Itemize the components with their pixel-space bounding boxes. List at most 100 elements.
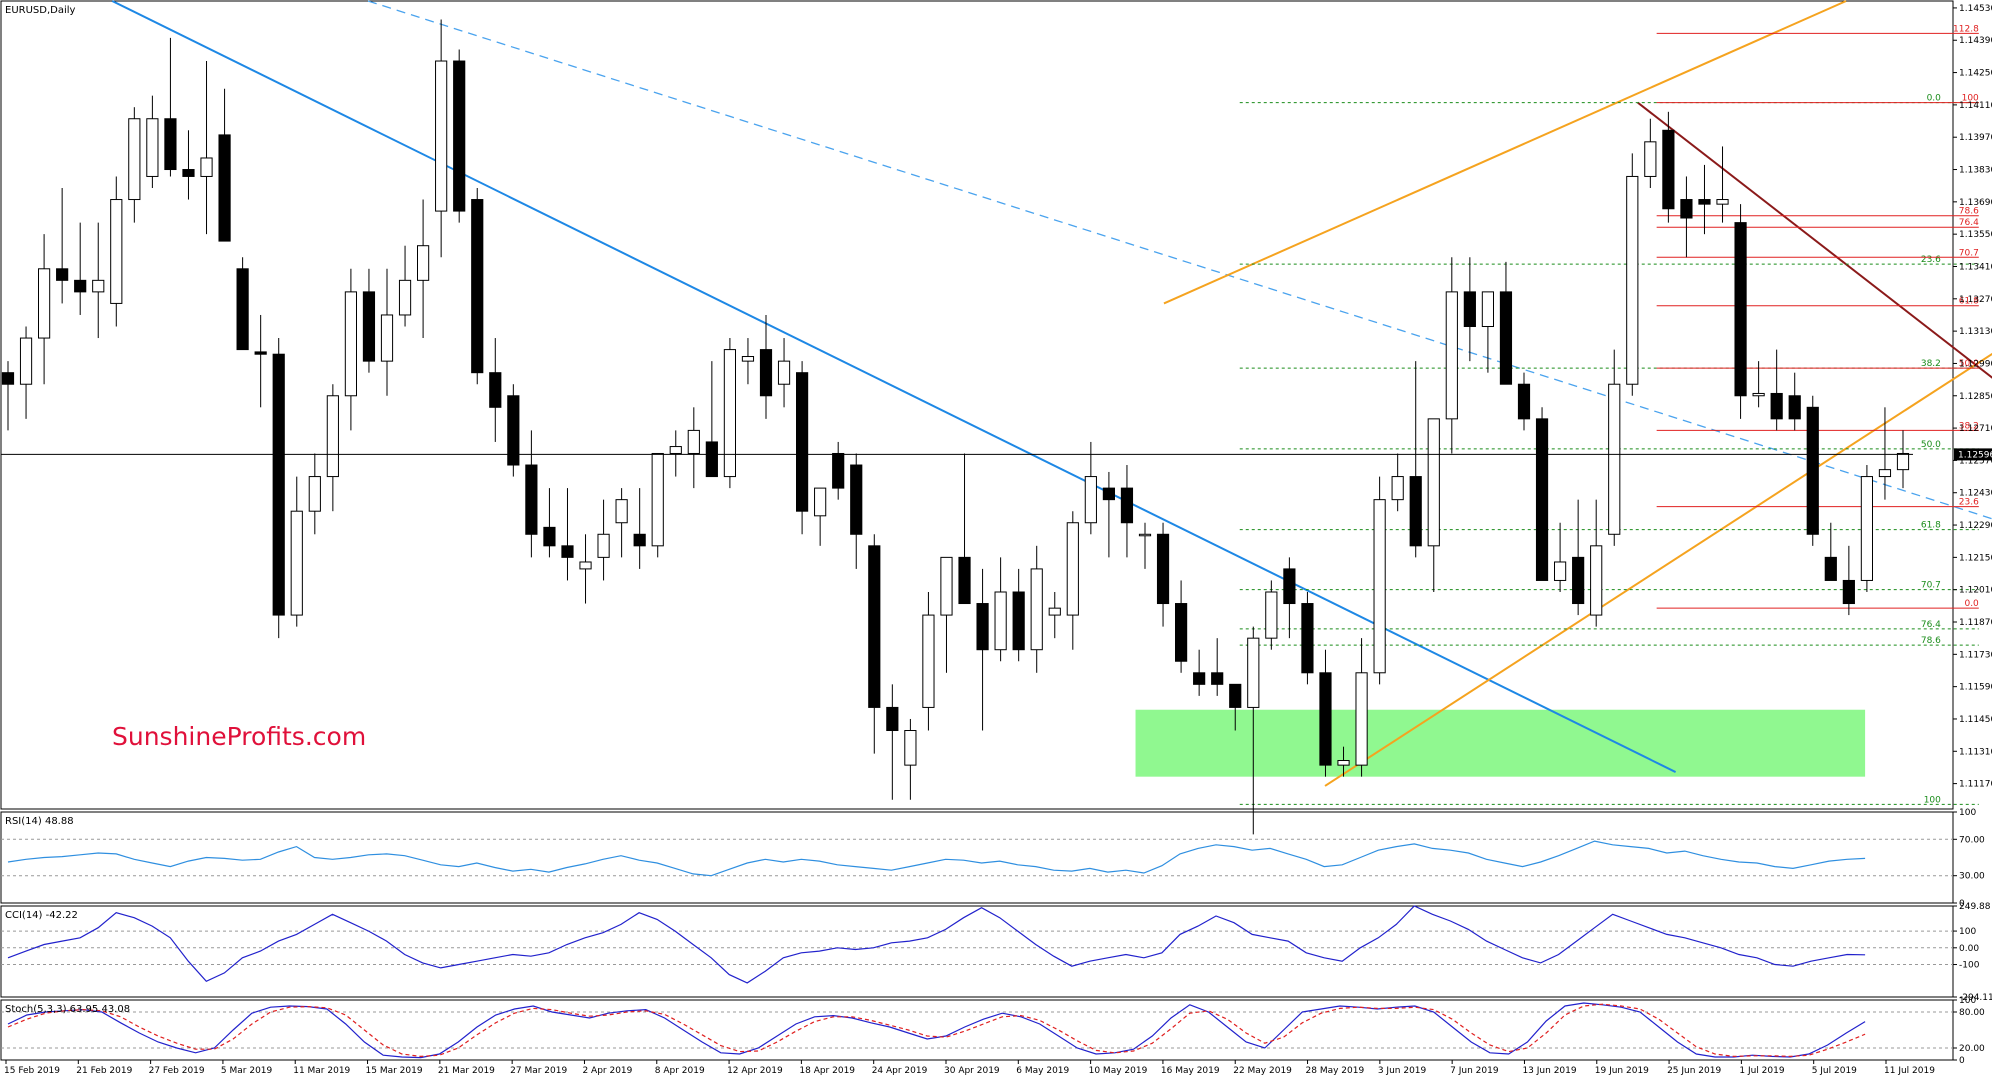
candle-body [1517,383,1531,420]
symbol-title: EURUSD,Daily [5,5,76,16]
candle-body [1680,199,1693,219]
candle-body [1770,392,1783,420]
candle-body [1066,522,1079,616]
candle-body [1156,533,1170,605]
candle-body [1102,487,1115,501]
candle-body [1355,672,1368,766]
current-price-label: 1.12596 [1958,450,1992,460]
candle-body [976,603,989,651]
candle-body [687,429,700,454]
y-tick-label: 1.13130 [1959,327,1992,337]
candle-body [1806,406,1819,535]
x-tick-label: 22 May 2019 [1233,1066,1292,1076]
y-tick-label: 1.12290 [1959,521,1992,531]
x-tick-label: 7 Jun 2019 [1450,1066,1499,1076]
candle-body [290,510,303,616]
x-tick-label: 18 Apr 2019 [799,1066,855,1076]
candle-body [1644,141,1657,177]
y-tick-label: 1.11450 [1959,715,1992,725]
candle-body [1788,395,1801,420]
y-tick-label: 1.12570 [1959,456,1992,466]
candle-body [380,314,394,362]
candle-body [1120,487,1134,524]
candle-body [1590,545,1603,616]
candle-body [1535,418,1549,581]
fib-green-label: 23.6 [1921,255,1941,265]
descending-trendline [111,0,1677,773]
candle-body [38,268,51,339]
candle-body [651,452,664,547]
y-tick-label: 1.12710 [1959,424,1992,434]
candle-body [994,591,1007,651]
candle-body [1860,476,1873,581]
x-tick-label: 25 Jun 2019 [1667,1066,1721,1076]
y-tick-label: 1.13410 [1959,262,1992,272]
candle-body [200,157,213,177]
stoch-panel[interactable]: 100 80.00 20.00 0 Stoch(5,3,3) 63.95 43.08 [0,996,1985,1066]
price-chart-frame [0,0,1954,810]
cci-panel[interactable]: 249.88 100 0.00 -100 -294.11 CCI(14) -42.22 [0,902,1992,1003]
x-tick-label: 12 Apr 2019 [727,1066,783,1076]
rising-channel-upper [1163,0,1847,305]
fib-green-label: 50.0 [1921,440,1941,450]
cci-title: CCI(14) -42.22 [5,910,78,921]
rsi-panel[interactable]: 100 70.00 30.00 0 RSI(14) 48.88 [0,808,1985,909]
candle-body [417,245,430,281]
cci-y-tick-label: 100 [1959,927,1976,937]
candle-body [146,118,159,177]
candle-body [579,561,592,570]
y-tick-label: 1.13270 [1959,295,1992,305]
candle-body [254,351,267,355]
candle-body [19,337,33,385]
candle-body [362,291,376,362]
candle-body [74,279,87,293]
candle-body [1662,129,1675,210]
candle-body [1409,476,1422,547]
candle-body [471,199,484,374]
candle-body [1752,392,1765,397]
candle-body [1030,568,1043,651]
x-tick-label: 11 Mar 2019 [293,1066,350,1076]
fib-green-label: 76.4 [1921,620,1941,630]
candle-body [1193,672,1206,685]
rsi-series-line [7,840,1866,877]
y-tick-label: 1.11310 [1959,747,1992,757]
candle-body [182,169,195,177]
candle-body [705,441,718,478]
x-tick-label: 28 May 2019 [1306,1066,1365,1076]
x-tick-label: 8 Apr 2019 [655,1066,705,1076]
candle-body [1824,556,1837,581]
fib-red-label: 61.8 [1959,297,1979,307]
y-tick-label: 1.14390 [1959,36,1992,46]
stoch-y-tick-label: 0 [1959,1056,1965,1066]
candle-body [561,545,574,558]
candle-body [615,499,628,524]
candle-body [1373,499,1386,674]
dashed-resistance-line [367,0,1992,520]
price-chart-panel[interactable]: 0.023.638.250.061.870.776.478.6100112.81… [0,0,1992,835]
fib-red-label: 78.6 [1959,207,1979,217]
x-tick-label: 5 Mar 2019 [221,1066,273,1076]
rsi-title: RSI(14) 48.88 [5,816,74,827]
fib-green-label: 38.2 [1921,359,1941,369]
fib-red-label: 38.2 [1959,421,1979,431]
candle-body [1247,637,1260,708]
x-tick-label: 15 Mar 2019 [366,1066,423,1076]
candle-body [1283,568,1296,605]
candle-body [723,349,736,478]
candle-body [940,556,953,616]
candle-body [489,372,502,408]
watermark: SunshineProfits.com [112,722,366,751]
candle-body [1842,579,1855,605]
fib-red-label: 76.4 [1959,218,1979,228]
rising-channel-lower [1324,352,1992,787]
candle-body [236,268,249,351]
x-tick-label: 27 Feb 2019 [149,1066,205,1076]
candle-body [1211,672,1224,685]
y-tick-label: 1.14110 [1959,101,1992,111]
candle-body [1445,291,1458,420]
candle-body [1301,603,1314,674]
candle-body [453,60,466,212]
stoch-y-tick-label: 80.00 [1959,1008,1985,1018]
rsi-y-tick-label: 30.00 [1959,872,1985,882]
